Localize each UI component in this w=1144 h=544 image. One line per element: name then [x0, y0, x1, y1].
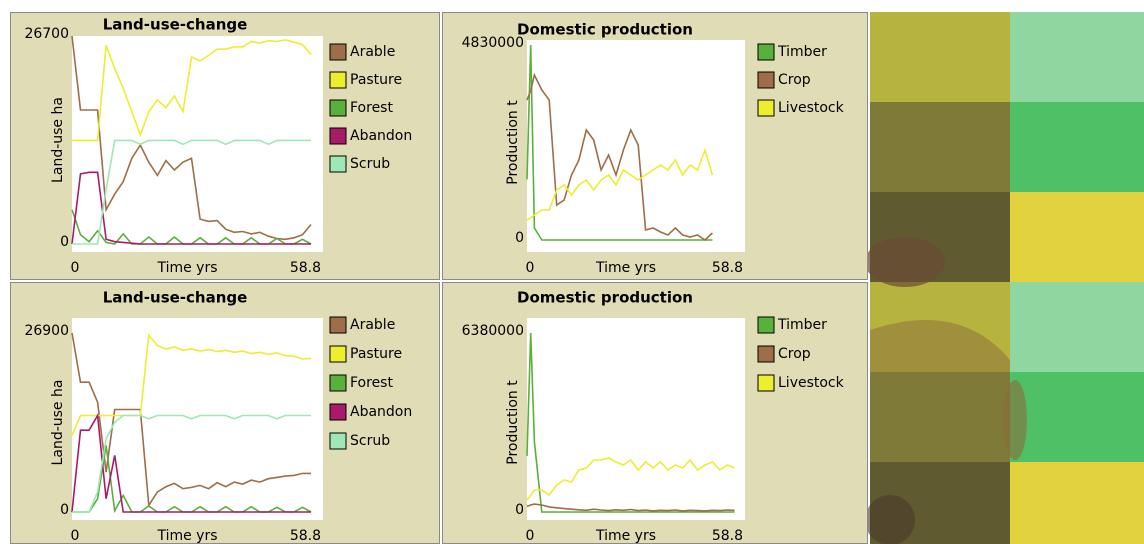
plot-area	[72, 318, 323, 520]
y-tick-label: 0	[515, 230, 524, 246]
x-tick-label: 58.8	[290, 528, 321, 544]
world-map	[865, 12, 1144, 544]
legend-label: Pasture	[350, 72, 402, 88]
chart-title: Domestic production	[517, 289, 693, 307]
patch	[1010, 102, 1144, 192]
chart-title: Land-use-change	[103, 16, 248, 34]
x-tick-label: 0	[71, 528, 80, 544]
legend-label: Arable	[350, 317, 395, 333]
legend-label: Scrub	[350, 433, 390, 449]
y-tick-label: 0	[60, 502, 69, 518]
patch	[870, 12, 1010, 102]
plot-area	[527, 318, 745, 520]
y-axis-title: Production t	[505, 100, 521, 185]
legend-swatch	[758, 317, 774, 333]
legend-label: Scrub	[350, 156, 390, 172]
y-axis-title: Land-use ha	[50, 380, 66, 466]
legend-swatch	[758, 346, 774, 362]
legend-swatch	[330, 44, 346, 60]
y-tick-label: 6380000	[462, 323, 524, 339]
legend-swatch	[758, 44, 774, 60]
legend-swatch	[758, 100, 774, 116]
legend-label: Crop	[778, 346, 811, 362]
y-tick-label: 4830000	[462, 35, 524, 51]
netlogo-view: Land-use-change Time yrs Land-use ha 0 26700…	[0, 0, 1144, 544]
x-axis-title: Time yrs	[595, 260, 656, 276]
legend-label: Timber	[777, 44, 827, 60]
patch-cluster	[865, 495, 915, 544]
legend-label: Crop	[778, 72, 811, 88]
patch	[1010, 282, 1144, 372]
patch-cluster	[1003, 380, 1027, 460]
x-tick-label: 58.8	[712, 528, 743, 544]
y-tick-label: 0	[60, 234, 69, 250]
plot-area	[527, 40, 745, 252]
legend-label: Abandon	[350, 404, 412, 420]
x-tick-label: 0	[526, 528, 535, 544]
plot-area	[72, 36, 323, 252]
legend-label: Timber	[777, 317, 827, 333]
x-axis-title: Time yrs	[156, 260, 217, 276]
y-axis-title: Production t	[505, 380, 521, 465]
legend-label: Forest	[350, 375, 393, 391]
patch	[1010, 462, 1144, 544]
patch-cluster	[865, 237, 945, 287]
legend-swatch	[330, 346, 346, 362]
legend-swatch	[758, 72, 774, 88]
legend-swatch	[330, 404, 346, 420]
legend-label: Arable	[350, 44, 395, 60]
x-axis-title: Time yrs	[156, 528, 217, 544]
legend-label: Forest	[350, 100, 393, 116]
legend-label: Livestock	[778, 375, 845, 391]
y-axis-title: Land-use ha	[50, 97, 66, 183]
x-tick-label: 0	[71, 260, 80, 276]
y-tick-label: 0	[515, 502, 524, 518]
legend-swatch	[330, 128, 346, 144]
legend-label: Pasture	[350, 346, 402, 362]
patch	[870, 102, 1010, 192]
legend-swatch	[330, 375, 346, 391]
x-tick-label: 0	[526, 260, 535, 276]
patch	[1010, 372, 1144, 462]
legend-label: Livestock	[778, 100, 845, 116]
patch	[870, 372, 1010, 462]
legend-swatch	[758, 375, 774, 391]
legend-swatch	[330, 156, 346, 172]
x-tick-label: 58.8	[290, 260, 321, 276]
x-tick-label: 58.8	[712, 260, 743, 276]
chart-title: Domestic production	[517, 21, 693, 39]
patch	[1010, 12, 1144, 102]
x-axis-title: Time yrs	[595, 528, 656, 544]
legend-swatch	[330, 72, 346, 88]
legend-label: Abandon	[350, 128, 412, 144]
patch	[1010, 192, 1144, 282]
y-tick-label: 26700	[24, 26, 69, 42]
y-tick-label: 26900	[24, 323, 69, 339]
legend-swatch	[330, 433, 346, 449]
legend-swatch	[330, 100, 346, 116]
legend-swatch	[330, 317, 346, 333]
chart-title: Land-use-change	[103, 289, 248, 307]
